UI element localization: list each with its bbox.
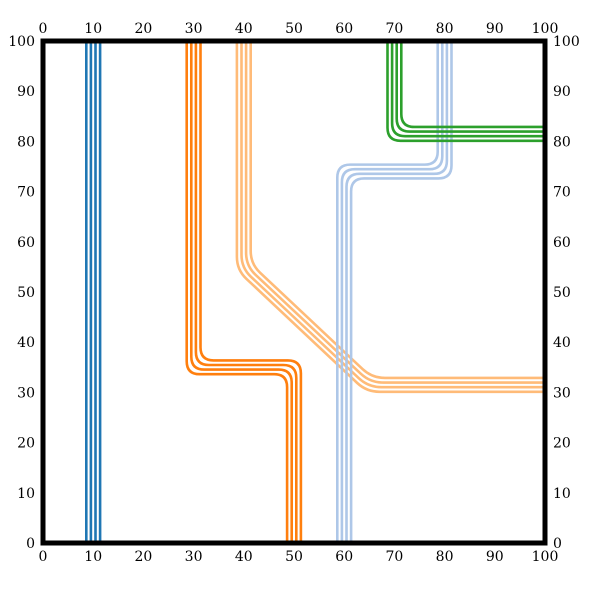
metro-line-2-strand — [190, 41, 293, 543]
x-tick-label-top: 20 — [134, 21, 152, 37]
metro-line-5-strand — [386, 41, 545, 143]
x-tick-label-bottom: 10 — [84, 549, 102, 565]
x-tick-label-bottom: 30 — [185, 549, 203, 565]
metro-line-2-strand — [199, 41, 303, 543]
y-tick-label-left: 20 — [17, 436, 35, 452]
x-tick-label-bottom: 70 — [385, 549, 403, 565]
x-tick-label-top: 10 — [84, 21, 102, 37]
y-tick-label-right: 80 — [553, 134, 571, 150]
metro-line-3 — [235, 41, 545, 394]
metro-line-3-strand — [244, 41, 545, 384]
x-tick-label-bottom: 80 — [436, 549, 454, 565]
metro-line-4-strand — [336, 41, 439, 543]
y-tick-label-left: 60 — [17, 235, 35, 251]
x-tick-label-top: 30 — [185, 21, 203, 37]
x-tick-label-top: 80 — [436, 21, 454, 37]
x-tick-label-top: 60 — [335, 21, 353, 37]
metro-line-2-strand — [185, 41, 289, 543]
x-tick-label-bottom: 90 — [486, 549, 504, 565]
y-tick-label-left: 0 — [26, 536, 35, 552]
metro-line-3-strand — [240, 41, 545, 389]
y-tick-label-right: 0 — [553, 536, 562, 552]
metro-line-5-strand — [400, 41, 545, 129]
y-tick-label-left: 80 — [17, 134, 35, 150]
metro-line-4-strand — [345, 41, 449, 543]
metro-line-2 — [185, 41, 303, 543]
y-tick-label-left: 40 — [17, 335, 35, 351]
y-tick-label-left: 100 — [8, 34, 35, 50]
x-tick-label-top: 40 — [235, 21, 253, 37]
x-tick-label-top: 70 — [385, 21, 403, 37]
metro-line-4-strand — [349, 41, 453, 543]
plot-frame — [40, 38, 548, 546]
metro-line-5-strand — [395, 41, 545, 133]
metro-line-5 — [386, 41, 545, 143]
x-tick-label-top: 50 — [285, 21, 303, 37]
x-tick-label-bottom: 40 — [235, 549, 253, 565]
metro-line-3-strand — [235, 41, 545, 394]
metro-line-1 — [85, 41, 102, 543]
x-tick-label-bottom: 100 — [532, 549, 559, 565]
y-tick-label-right: 100 — [553, 34, 580, 50]
x-tick-label-bottom: 0 — [39, 549, 48, 565]
metro-lines — [85, 41, 545, 543]
y-tick-label-right: 10 — [553, 486, 571, 502]
y-tick-label-left: 50 — [17, 285, 35, 301]
x-tick-label-bottom: 20 — [134, 549, 152, 565]
y-tick-label-right: 20 — [553, 436, 571, 452]
y-tick-label-left: 70 — [17, 185, 35, 201]
y-tick-label-left: 30 — [17, 385, 35, 401]
x-tick-label-top: 90 — [486, 21, 504, 37]
metro-line-4 — [336, 41, 453, 543]
metro-line-2-strand — [194, 41, 298, 543]
y-tick-label-right: 50 — [553, 285, 571, 301]
y-tick-label-left: 10 — [17, 486, 35, 502]
axis-tick-labels: 0010102020303040405050606070708080909010… — [8, 21, 579, 565]
y-tick-label-right: 60 — [553, 235, 571, 251]
metro-line-3-strand — [249, 41, 545, 380]
x-tick-label-bottom: 60 — [335, 549, 353, 565]
x-tick-label-bottom: 50 — [285, 549, 303, 565]
x-tick-label-top: 100 — [532, 21, 559, 37]
y-tick-label-right: 70 — [553, 185, 571, 201]
x-tick-label-top: 0 — [39, 21, 48, 37]
y-tick-label-right: 40 — [553, 335, 571, 351]
y-tick-label-left: 90 — [17, 84, 35, 100]
y-tick-label-right: 90 — [553, 84, 571, 100]
y-tick-label-right: 30 — [553, 385, 571, 401]
metro-line-5-strand — [390, 41, 545, 138]
metro-line-4-strand — [340, 41, 444, 543]
